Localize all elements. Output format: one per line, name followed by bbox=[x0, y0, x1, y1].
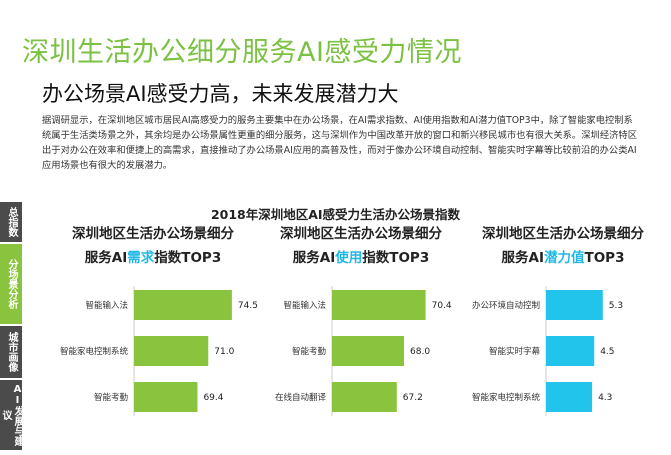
value-label: 67.2 bbox=[403, 393, 423, 403]
panel-title-line2: 服务AI需求指数TOP3 bbox=[48, 246, 258, 270]
nav-separator bbox=[0, 378, 22, 380]
value-label: 68.0 bbox=[410, 347, 430, 357]
page-subtitle: 办公场景AI感受力高，未来发展潜力大 bbox=[42, 82, 399, 106]
bar bbox=[546, 382, 593, 412]
category-label: 智能家电控制系统 bbox=[472, 392, 541, 403]
intro-paragraph: 据调研显示，在深圳地区城市居民AI高感受力的服务主要集中在办公场景，在AI需求指… bbox=[42, 115, 638, 171]
panel-title-line1: 深圳地区生活办公场景细分 bbox=[280, 226, 442, 242]
nav-item-ai-suggestions[interactable]: AI发展与建议 bbox=[0, 380, 23, 450]
nav-item-total-index[interactable]: 总指数 bbox=[0, 202, 22, 242]
bar-chart-0: 智能输入法 74.5 智能家电控制系统 71.0 智能考勤 69.4 bbox=[60, 286, 258, 416]
panel-title-prefix: 服务AI bbox=[501, 250, 544, 266]
value-label: 74.5 bbox=[238, 301, 258, 311]
panel-title-suffix: TOP3 bbox=[584, 250, 625, 266]
value-label: 69.4 bbox=[203, 393, 223, 403]
nav-separator bbox=[0, 324, 22, 326]
nav-item-city-profile[interactable]: 城市画像 bbox=[0, 326, 22, 378]
bar bbox=[546, 336, 595, 366]
bar bbox=[546, 290, 603, 320]
panel-title-line1: 深圳地区生活办公场景细分 bbox=[482, 226, 644, 242]
panel-title-prefix: 服务AI bbox=[292, 250, 336, 266]
value-label: 71.0 bbox=[214, 347, 234, 357]
panel-title-suffix: 指数TOP3 bbox=[362, 250, 430, 266]
category-label: 智能输入法 bbox=[283, 300, 326, 311]
panel-title-prefix: 服务AI bbox=[84, 250, 128, 266]
panel-title-line2: 服务AI使用指数TOP3 bbox=[256, 246, 466, 270]
bar bbox=[134, 290, 232, 320]
bar bbox=[332, 290, 426, 320]
panel-title-line2: 服务AI潜力值TOP3 bbox=[458, 246, 668, 270]
bar bbox=[134, 382, 198, 412]
panel-title-demand: 深圳地区生活办公场景细分 服务AI需求指数TOP3 bbox=[48, 222, 258, 270]
nav-item-scene-analysis[interactable]: 分场景分析 bbox=[0, 244, 22, 324]
panel-title-highlight: 潜力值 bbox=[544, 250, 585, 266]
chart-main-title: 2018年深圳地区AI感受力生活办公场景指数 bbox=[210, 207, 461, 222]
category-label: 办公环境自动控制 bbox=[472, 300, 540, 311]
category-label: 智能考勤 bbox=[292, 346, 327, 357]
panel-title-suffix: 指数TOP3 bbox=[154, 250, 222, 266]
category-label: 智能考勤 bbox=[94, 392, 129, 403]
bar bbox=[134, 336, 209, 366]
panel-title-usage: 深圳地区生活办公场景细分 服务AI使用指数TOP3 bbox=[256, 222, 466, 270]
category-label: 智能实时字幕 bbox=[489, 346, 541, 357]
panel-title-potential: 深圳地区生活办公场景细分 服务AI潜力值TOP3 bbox=[458, 222, 668, 270]
bar bbox=[332, 336, 404, 366]
bar-chart-1: 智能输入法 70.4 智能考勤 68.0 在线自动翻译 67.2 bbox=[275, 286, 452, 416]
category-label: 在线自动翻译 bbox=[275, 392, 327, 403]
panel-title-highlight: 使用 bbox=[335, 250, 363, 266]
bar-chart-2: 办公环境自动控制 5.3 智能实时字幕 4.5 智能家电控制系统 4.3 bbox=[472, 286, 623, 416]
category-label: 智能家电控制系统 bbox=[60, 346, 129, 357]
value-label: 4.5 bbox=[600, 347, 614, 357]
category-label: 智能输入法 bbox=[85, 300, 128, 311]
panel-title-highlight: 需求 bbox=[127, 250, 155, 266]
side-navigation: 总指数 分场景分析 城市画像 AI发展与建议 bbox=[0, 202, 23, 450]
value-label: 70.4 bbox=[432, 301, 452, 311]
nav-separator bbox=[0, 242, 22, 244]
page-title: 深圳生活办公细分服务AI感受力情况 bbox=[22, 37, 462, 68]
bar bbox=[332, 382, 397, 412]
panel-title-line1: 深圳地区生活办公场景细分 bbox=[72, 226, 234, 242]
value-label: 4.3 bbox=[598, 393, 612, 403]
value-label: 5.3 bbox=[609, 301, 623, 311]
